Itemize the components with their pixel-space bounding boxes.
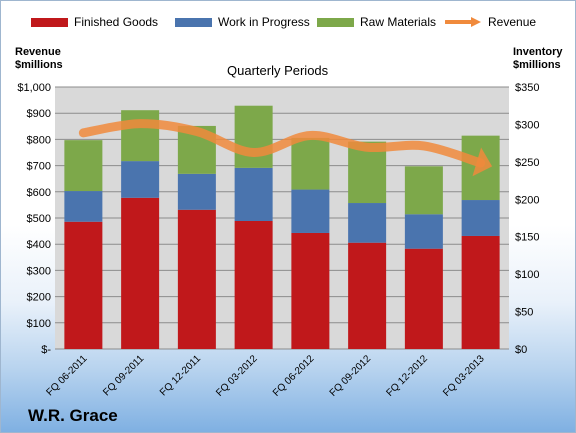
legend-swatch-raw-materials xyxy=(317,17,354,27)
legend-item-finished-goods: Finished Goods xyxy=(31,15,158,29)
left-tick-label: $600 xyxy=(27,187,51,199)
right-tick-label: $150 xyxy=(515,232,539,244)
bar-finished-goods xyxy=(291,232,330,349)
bar-finished-goods xyxy=(461,235,500,349)
legend-label-finished-goods: Finished Goods xyxy=(74,15,159,29)
bar-work-in-progress xyxy=(234,167,273,221)
x-tick-label: FQ 03-2013 xyxy=(441,353,487,399)
bar-raw-materials xyxy=(234,105,273,168)
bar-work-in-progress xyxy=(64,191,103,222)
right-tick-label: $50 xyxy=(515,307,533,319)
bar-raw-materials xyxy=(404,166,443,215)
left-axis-title: Revenue $millions xyxy=(15,46,63,71)
bar-work-in-progress xyxy=(121,161,160,198)
company-name: W.R. Grace xyxy=(28,406,118,425)
legend-swatch-finished-goods xyxy=(31,17,68,27)
right-tick-label: $0 xyxy=(515,344,527,356)
left-tick-label: $400 xyxy=(27,239,51,251)
bar-work-in-progress xyxy=(348,203,387,243)
bar-finished-goods xyxy=(348,242,387,349)
legend-item-revenue: Revenue xyxy=(445,15,536,29)
left-tick-label: $700 xyxy=(27,161,51,173)
legend-arrow-revenue xyxy=(445,17,481,27)
bar-raw-materials xyxy=(291,137,330,190)
left-tick-label: $500 xyxy=(27,213,51,225)
x-tick-label: FQ 09-2012 xyxy=(328,353,374,399)
left-tick-label: $200 xyxy=(27,292,51,304)
right-tick-label: $200 xyxy=(515,194,539,206)
x-tick-label: FQ 12-2011 xyxy=(158,353,203,398)
right-tick-label: $100 xyxy=(515,269,539,281)
revenue-arrowhead xyxy=(472,147,493,177)
bar-finished-goods xyxy=(404,248,443,349)
x-tick-label: FQ 09-2011 xyxy=(101,353,146,398)
bar-work-in-progress xyxy=(291,189,330,233)
bar-finished-goods xyxy=(64,221,103,349)
left-tick-label: $300 xyxy=(27,265,51,277)
right-axis-title: Inventory $millions xyxy=(513,46,563,71)
legend-item-raw-materials: Raw Materials xyxy=(317,15,436,29)
left-tick-label: $800 xyxy=(27,134,51,146)
legend-label-raw-materials: Raw Materials xyxy=(360,15,437,29)
left-tick-label: $100 xyxy=(27,318,51,330)
x-tick-label: FQ 06-2012 xyxy=(271,353,317,399)
legend-label-work-in-progress: Work in Progress xyxy=(218,15,310,29)
left-tick-label: $- xyxy=(41,344,51,356)
bar-raw-materials xyxy=(121,110,160,162)
revenue-line xyxy=(78,119,486,168)
right-tick-label: $350 xyxy=(515,82,539,94)
left-tick-label: $900 xyxy=(27,108,51,120)
bar-raw-materials xyxy=(64,140,103,192)
chart-title: Quarterly Periods xyxy=(227,63,329,78)
legend-swatch-work-in-progress xyxy=(175,17,212,27)
x-tick-label: FQ 12-2012 xyxy=(384,353,430,399)
x-tick-label: FQ 03-2012 xyxy=(214,353,260,399)
bar-work-in-progress xyxy=(177,173,216,210)
legend-item-work-in-progress: Work in Progress xyxy=(175,15,310,29)
x-tick-label: FQ 06-2011 xyxy=(45,353,90,398)
legend-label-revenue: Revenue xyxy=(488,15,537,29)
bar-finished-goods xyxy=(234,220,273,349)
bar-finished-goods xyxy=(121,197,160,349)
bar-work-in-progress xyxy=(461,200,500,236)
bar-work-in-progress xyxy=(404,214,443,249)
right-tick-label: $250 xyxy=(515,157,539,169)
bar-finished-goods xyxy=(177,209,216,349)
right-tick-label: $300 xyxy=(515,119,539,131)
left-tick-label: $1,000 xyxy=(17,82,51,94)
